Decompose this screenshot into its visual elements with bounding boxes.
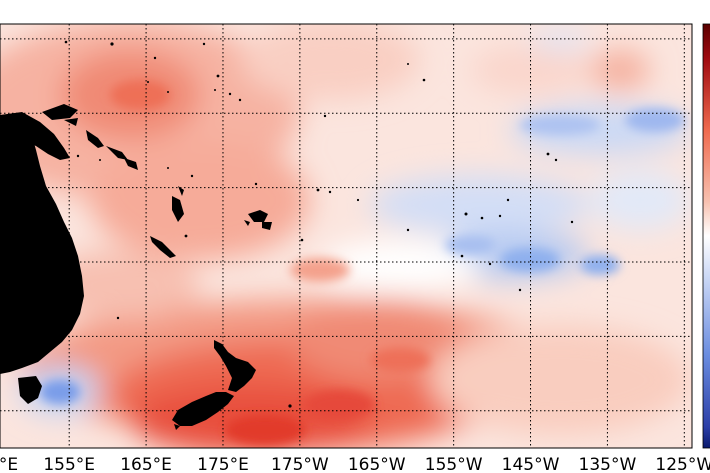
longitude-tick-label: 155°W — [425, 455, 483, 473]
longitude-tick-label: 145°E — [0, 455, 18, 473]
longitude-tick-label: 175°W — [271, 455, 329, 473]
land-masses — [0, 40, 574, 430]
new-caledonia-landmass — [150, 236, 176, 258]
longitude-tick-label: 145°W — [502, 455, 560, 473]
new-zealand-south-island — [172, 392, 234, 426]
map-frame — [0, 23, 693, 449]
tasmania-landmass — [18, 376, 42, 404]
anomaly-field — [0, 24, 692, 448]
longitude-tick-label: 165°W — [348, 455, 406, 473]
longitude-tick-label: 165°E — [120, 455, 172, 473]
colorbar — [702, 23, 710, 449]
fiji-landmass — [248, 210, 268, 222]
graticule — [0, 24, 692, 448]
new-zealand-north-island — [214, 340, 256, 392]
longitude-tick-labels: 145°E 155°E 165°E 175°E 175°W 165°W 155°W 145°W… — [0, 455, 710, 473]
longitude-tick-label: 175°E — [197, 455, 249, 473]
new-guinea-landmass — [0, 112, 70, 160]
longitude-tick-label: 155°E — [43, 455, 95, 473]
australia-landmass — [0, 118, 84, 374]
longitude-tick-label: 135°W — [579, 455, 637, 473]
longitude-tick-label: 125°W — [655, 455, 710, 473]
